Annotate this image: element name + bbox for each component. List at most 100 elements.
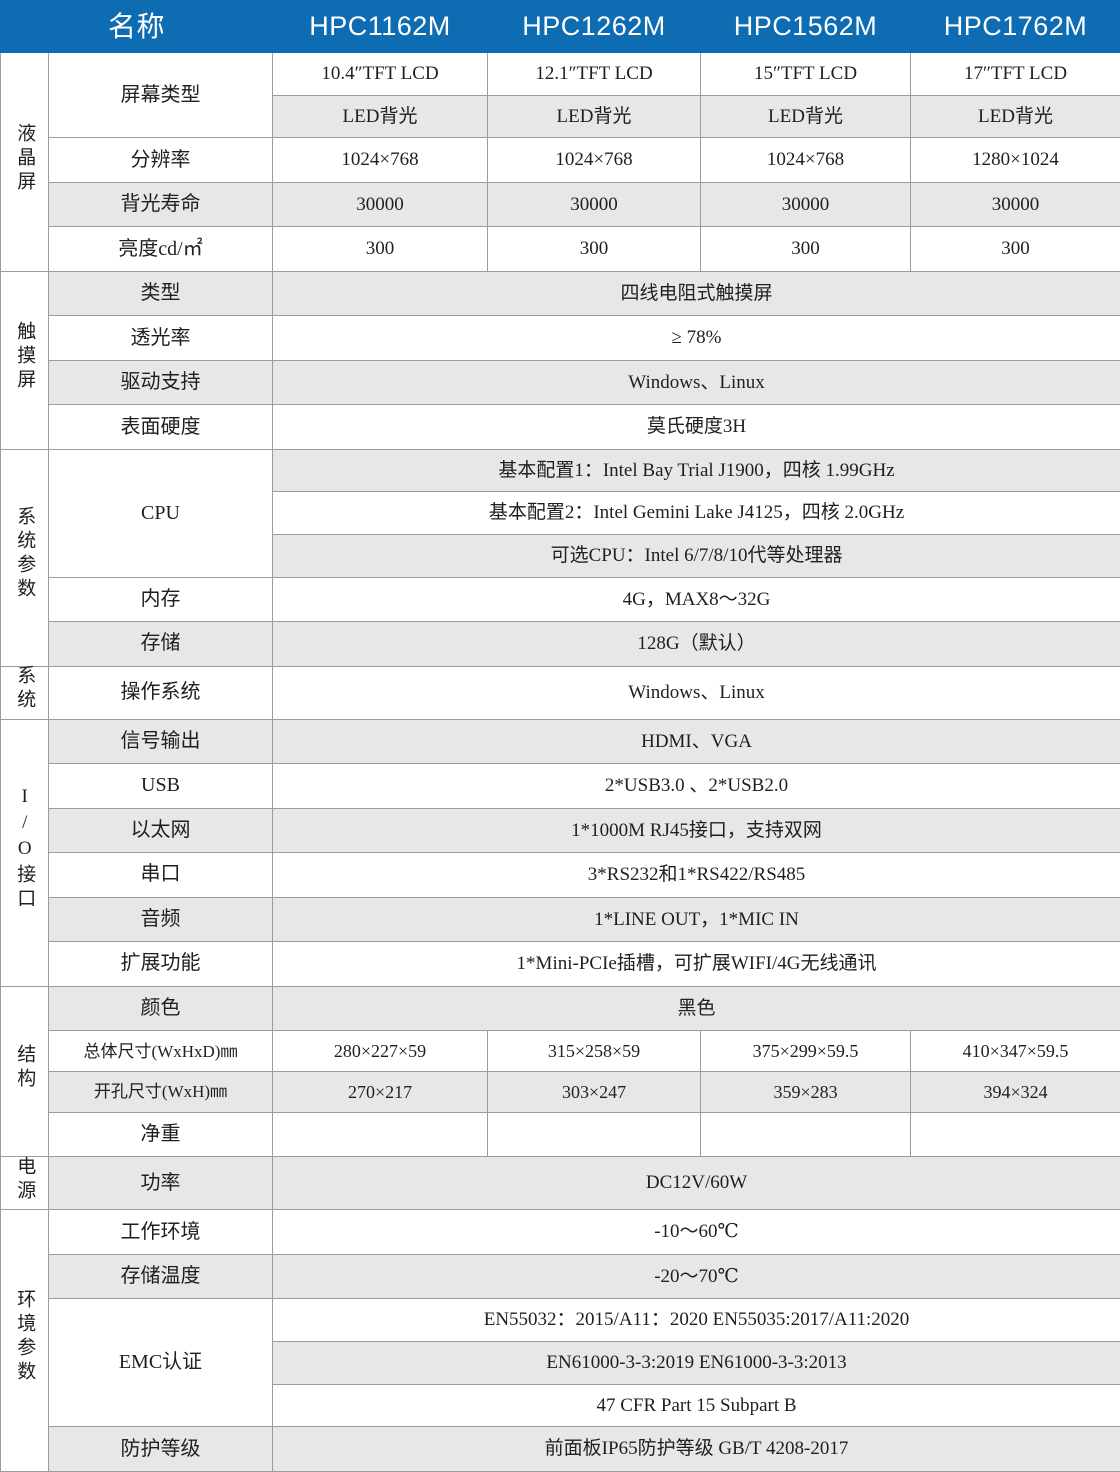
group-label-power: 电源 (0, 1156, 49, 1211)
param-screen-type: 屏幕类型 (47, 51, 274, 139)
header-model-4: HPC1762M (910, 0, 1120, 53)
group-label-lcd-text: 液晶屏 (14, 122, 36, 195)
cell-net-weight-m3 (700, 1111, 912, 1158)
cell-backlight-life-m2: 30000 (487, 181, 702, 228)
cell-overall-size-m2: 315×258×59 (487, 1030, 702, 1073)
cell-ethernet-value: 1*1000M RJ45接口，支持双网 (272, 807, 1120, 854)
cell-net-weight-m1 (272, 1111, 489, 1158)
param-os: 操作系统 (47, 665, 274, 720)
param-transmittance: 透光率 (47, 315, 274, 361)
group-label-structure: 结构 (0, 985, 49, 1158)
cell-driver-support-value: Windows、Linux (272, 359, 1120, 406)
cell-brightness-m3: 300 (700, 226, 912, 272)
param-audio: 音频 (47, 896, 274, 943)
cell-cpu-config-1: 基本配置1：Intel Bay Trial J1900，四核 1.99GHz (272, 448, 1120, 493)
param-signal-output: 信号输出 (47, 718, 274, 765)
cell-emc-line-3: 47 CFR Part 15 Subpart B (272, 1383, 1120, 1428)
cell-memory-value: 4G，MAX8～32G (272, 576, 1120, 623)
cell-resolution-m2: 1024×768 (487, 137, 702, 183)
cell-backlight-m3: LED背光 (700, 94, 912, 139)
cell-backlight-life-m1: 30000 (272, 181, 489, 228)
group-label-touch: 触摸屏 (0, 270, 49, 450)
group-label-system-params-text: 系统参数 (14, 506, 36, 603)
param-serial: 串口 (47, 852, 274, 898)
param-cutout-size: 开孔尺寸(WxH)㎜ (47, 1071, 274, 1113)
row-cutout-size: 开孔尺寸(WxH)㎜ 270×217 303×247 359×283 394×3… (1, 1071, 1120, 1113)
param-driver-support: 驱动支持 (47, 359, 274, 406)
cell-cutout-size-m4: 394×324 (910, 1071, 1120, 1113)
cell-protection-value: 前面板IP65防护等级 GB/T 4208-2017 (272, 1426, 1120, 1472)
row-emc-line3: 47 CFR Part 15 Subpart B (1, 1383, 1120, 1428)
cell-screen-type-m3: 15″TFT LCD (700, 52, 912, 96)
row-signal-output: I/O接口 信号输出 HDMI、VGA (0, 718, 1120, 987)
header-model-1: HPC1162M (272, 0, 489, 53)
cell-usb-value: 2*USB3.0 、2*USB2.0 (272, 763, 1120, 809)
cell-brightness-m4: 300 (910, 226, 1120, 272)
cell-backlight-m2: LED背光 (487, 94, 702, 139)
cell-surface-hardness-value: 莫氏硬度3H (272, 404, 1120, 450)
cell-emc-line-1: EN55032：2015/A11：2020 EN55035:2017/A11:2… (272, 1298, 1120, 1342)
row-driver-support: 驱动支持 Windows、Linux (1, 359, 1120, 406)
param-touch-type: 类型 (47, 270, 274, 317)
row-backlight-life: 背光寿命 30000 30000 30000 30000 (1, 181, 1120, 228)
row-serial: 串口 3*RS232和1*RS422/RS485 (1, 852, 1120, 898)
param-expansion: 扩展功能 (47, 941, 274, 987)
group-label-system: 系统 (0, 665, 49, 720)
row-resolution: 分辨率 1024×768 1024×768 1024×768 1280×1024 (1, 137, 1120, 183)
param-brightness: 亮度cd/㎡ (47, 226, 274, 272)
row-os: 系统 操作系统 Windows、Linux (0, 665, 1120, 720)
cell-signal-output-value: HDMI、VGA (272, 718, 1120, 765)
param-protection: 防护等级 (47, 1426, 274, 1472)
param-working-env: 工作环境 (47, 1209, 274, 1255)
row-expansion: 扩展功能 1*Mini-PCIe插槽，可扩展WIFI/4G无线通讯 (1, 941, 1120, 987)
cell-brightness-m2: 300 (487, 226, 702, 272)
cell-overall-size-m3: 375×299×59.5 (700, 1030, 912, 1073)
row-cpu-line1: 系统参数 CPU 基本配置1：Intel Bay Trial J1900，四核 … (0, 448, 1120, 667)
cell-cpu-config-2: 基本配置2：Intel Gemini Lake J4125，四核 2.0GHz (272, 491, 1120, 536)
group-label-io-text: I/O接口 (14, 786, 36, 913)
cell-net-weight-m4 (910, 1111, 1120, 1158)
param-memory: 内存 (47, 576, 274, 623)
group-label-structure-text: 结构 (14, 1044, 36, 1093)
param-usb: USB (47, 763, 274, 809)
cell-power-value: DC12V/60W (272, 1156, 1120, 1211)
cell-serial-value: 3*RS232和1*RS422/RS485 (272, 852, 1120, 898)
cell-os-value: Windows、Linux (272, 665, 1120, 720)
row-overall-size: 总体尺寸(WxHxD)㎜ 280×227×59 315×258×59 375×2… (1, 1030, 1120, 1073)
row-touch-type: 触摸屏 类型 四线电阻式触摸屏 (0, 270, 1120, 450)
row-cpu-line2: 基本配置2：Intel Gemini Lake J4125，四核 2.0GHz (1, 491, 1120, 536)
row-storage: 存储 128G（默认） (1, 621, 1120, 667)
param-net-weight: 净重 (47, 1111, 274, 1158)
group-label-touch-text: 触摸屏 (14, 320, 36, 393)
row-emc-line2: EN61000-3-3:2019 EN61000-3-3:2013 (1, 1341, 1120, 1385)
cell-working-env-value: -10～60℃ (272, 1209, 1120, 1255)
cell-resolution-m3: 1024×768 (700, 137, 912, 183)
param-power: 功率 (47, 1156, 274, 1211)
row-screen-type-line2: LED背光 LED背光 LED背光 LED背光 (1, 94, 1120, 139)
group-label-system-params: 系统参数 (0, 448, 49, 667)
cell-storage-value: 128G（默认） (272, 621, 1120, 667)
header-name: 名称 (0, 0, 274, 53)
group-label-io: I/O接口 (0, 718, 49, 987)
row-ethernet: 以太网 1*1000M RJ45接口，支持双网 (1, 807, 1120, 854)
group-label-system-text: 系统 (14, 665, 36, 714)
cell-screen-type-m1: 10.4″TFT LCD (272, 52, 489, 96)
cell-backlight-life-m4: 30000 (910, 181, 1120, 228)
cell-overall-size-m4: 410×347×59.5 (910, 1030, 1120, 1073)
param-ethernet: 以太网 (47, 807, 274, 854)
row-screen-type-line1: 液晶屏 屏幕类型 10.4″TFT LCD 12.1″TFT LCD 15″TF… (0, 51, 1120, 272)
cell-transmittance-value: ≥ 78% (272, 315, 1120, 361)
row-emc-line1: EMC认证 EN55032：2015/A11：2020 EN55035:2017… (1, 1298, 1120, 1428)
group-label-environment-text: 环境参数 (14, 1289, 36, 1386)
cell-expansion-value: 1*Mini-PCIe插槽，可扩展WIFI/4G无线通讯 (272, 941, 1120, 987)
cell-screen-type-m2: 12.1″TFT LCD (487, 52, 702, 96)
cell-cutout-size-m1: 270×217 (272, 1071, 489, 1113)
cell-backlight-m1: LED背光 (272, 94, 489, 139)
cell-audio-value: 1*LINE OUT，1*MIC IN (272, 896, 1120, 943)
cell-screen-type-m4: 17″TFT LCD (910, 52, 1120, 96)
cell-backlight-m4: LED背光 (910, 94, 1120, 139)
row-storage-temp: 存储温度 -20～70℃ (1, 1253, 1120, 1300)
cell-cutout-size-m3: 359×283 (700, 1071, 912, 1113)
row-net-weight: 净重 (1, 1111, 1120, 1158)
